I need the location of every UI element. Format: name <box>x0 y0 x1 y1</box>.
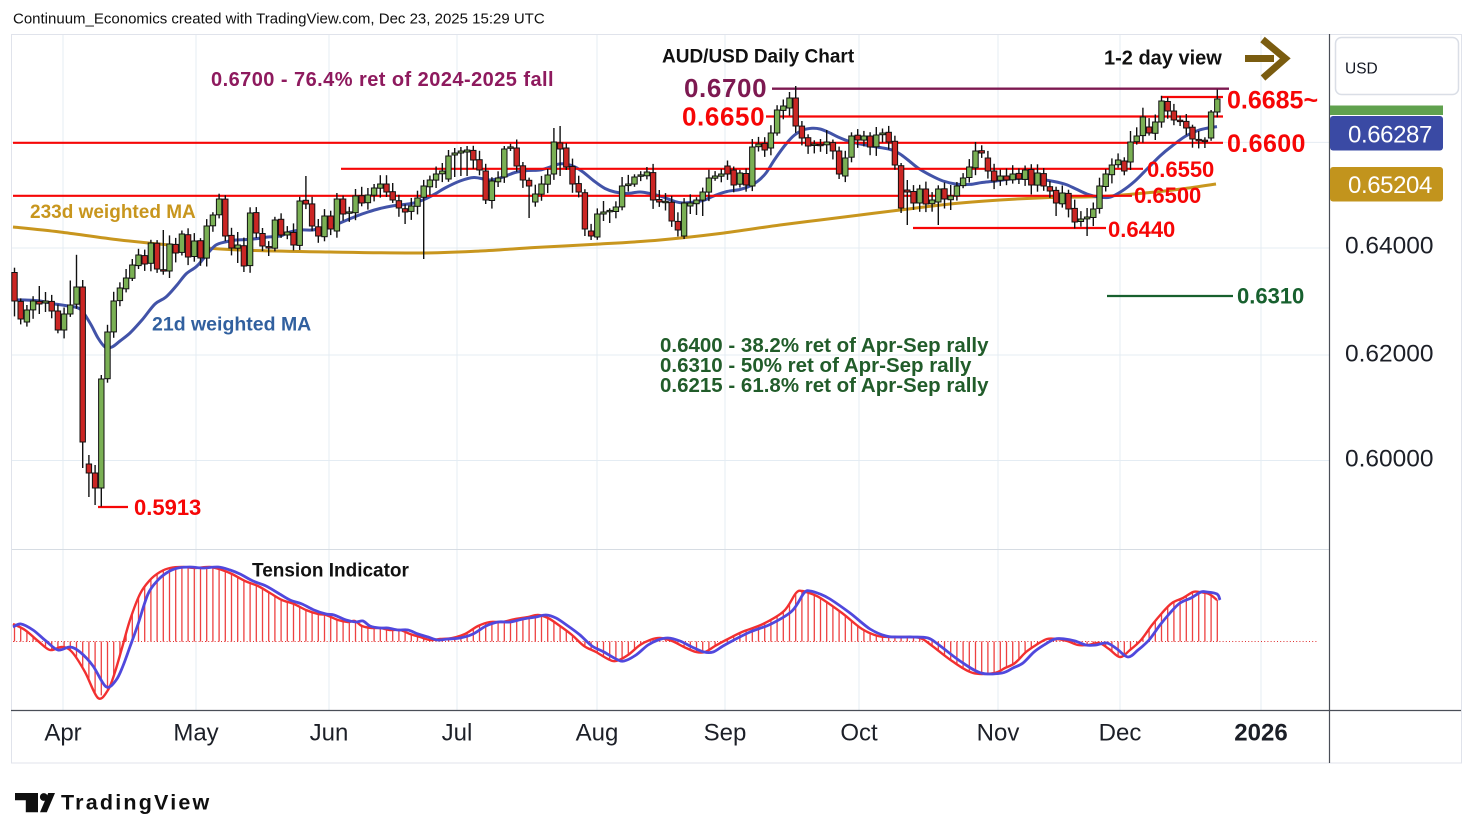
svg-text:0.6500: 0.6500 <box>1134 183 1201 208</box>
svg-text:0.6440: 0.6440 <box>1108 217 1175 242</box>
svg-text:0.6310 - 50% ret of Apr-Sep ra: 0.6310 - 50% ret of Apr-Sep rally <box>660 354 972 377</box>
svg-text:USD: USD <box>1345 61 1378 78</box>
svg-text:Dec: Dec <box>1099 720 1142 747</box>
svg-text:0.62000: 0.62000 <box>1345 341 1434 368</box>
svg-text:0.6700: 0.6700 <box>684 73 767 103</box>
svg-text:Oct: Oct <box>840 720 878 747</box>
svg-text:1-2 day view: 1-2 day view <box>1104 48 1222 70</box>
svg-text:0.6650: 0.6650 <box>682 102 765 132</box>
svg-text:2026: 2026 <box>1234 720 1287 747</box>
svg-text:0.65204: 0.65204 <box>1348 172 1432 199</box>
svg-text:AUD/USD Daily Chart: AUD/USD Daily Chart <box>662 47 855 68</box>
svg-text:Tension Indicator: Tension Indicator <box>252 561 410 582</box>
svg-text:Apr: Apr <box>44 720 81 747</box>
svg-text:0.66287: 0.66287 <box>1348 122 1432 149</box>
svg-text:Nov: Nov <box>977 720 1020 747</box>
svg-text:0.5913: 0.5913 <box>134 495 201 520</box>
svg-text:0.6700 - 76.4% ret of 2024-202: 0.6700 - 76.4% ret of 2024-2025 fall <box>211 69 554 91</box>
svg-text:Continuum_Economics created wi: Continuum_Economics created with Trading… <box>13 11 545 28</box>
svg-text:0.6600: 0.6600 <box>1227 130 1306 158</box>
svg-text:0.6400 - 38.2% ret of Apr-Sep: 0.6400 - 38.2% ret of Apr-Sep rally <box>660 334 989 357</box>
svg-text:0.6215 - 61.8% ret of Apr-Sep: 0.6215 - 61.8% ret of Apr-Sep rally <box>660 374 989 397</box>
svg-text:May: May <box>173 720 218 747</box>
svg-text:21d weighted MA: 21d weighted MA <box>152 314 311 336</box>
svg-text:0.60000: 0.60000 <box>1345 446 1434 473</box>
svg-text:0.6685~: 0.6685~ <box>1227 87 1318 115</box>
svg-text:0.6310: 0.6310 <box>1237 284 1304 309</box>
svg-text:Jul: Jul <box>442 720 473 747</box>
svg-text:0.64000: 0.64000 <box>1345 233 1434 260</box>
svg-text:Aug: Aug <box>576 720 619 747</box>
svg-text:233d weighted MA: 233d weighted MA <box>30 202 196 223</box>
svg-text:0.6550: 0.6550 <box>1147 157 1214 182</box>
svg-text:Jun: Jun <box>310 720 349 747</box>
svg-text:TradingView: TradingView <box>61 791 211 815</box>
svg-text:Sep: Sep <box>704 720 747 747</box>
